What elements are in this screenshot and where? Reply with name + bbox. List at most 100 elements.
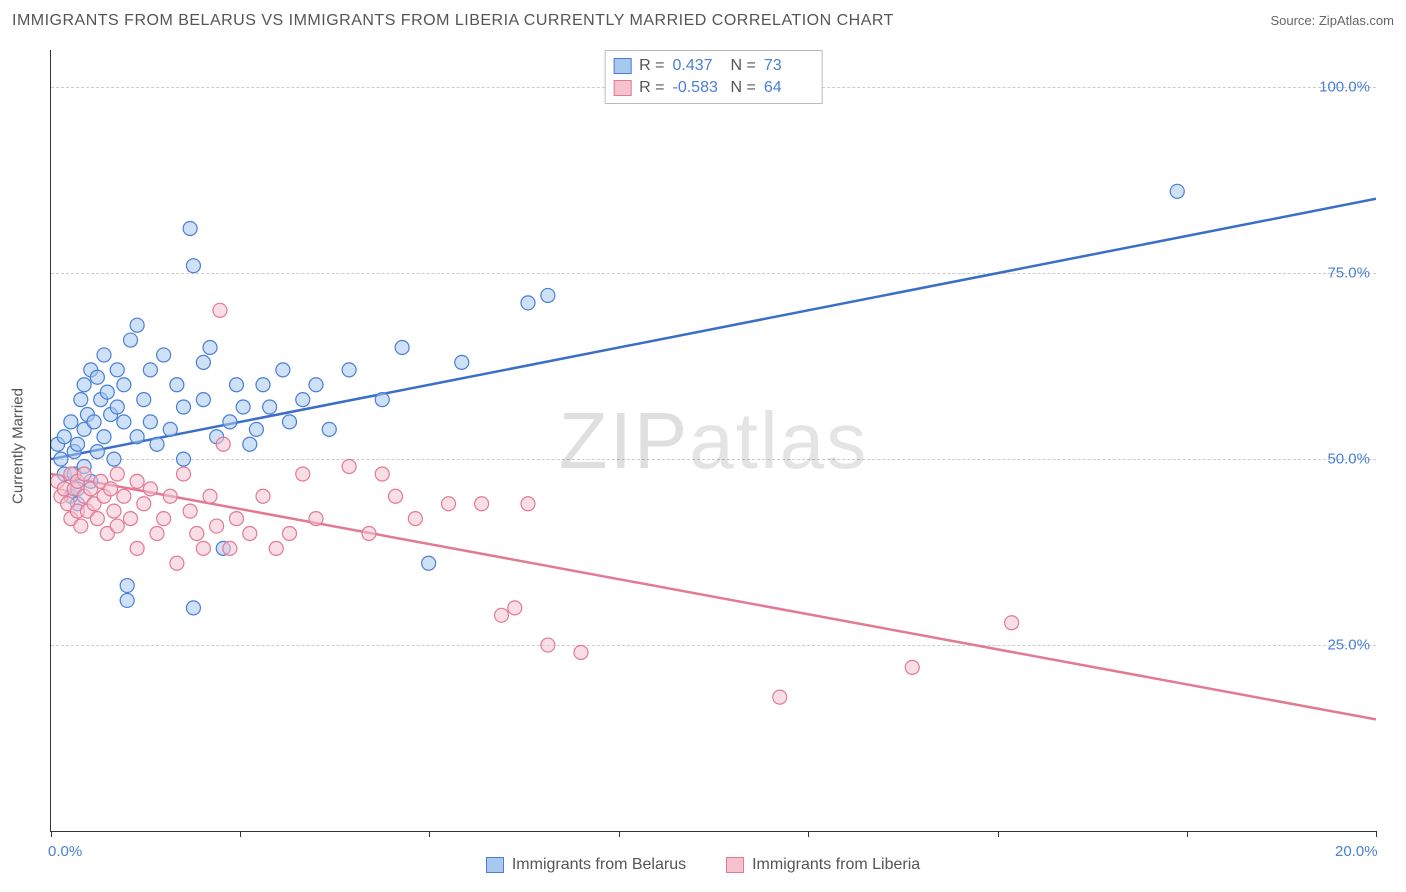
data-point — [120, 593, 134, 607]
stat-n-label: N = — [731, 55, 756, 77]
data-point — [389, 489, 403, 503]
data-point — [143, 363, 157, 377]
data-point — [130, 474, 144, 488]
data-point — [120, 579, 134, 593]
data-point — [216, 437, 230, 451]
data-point — [163, 422, 177, 436]
data-point — [196, 393, 210, 407]
stat-n-label: N = — [731, 77, 756, 99]
plot-area: ZIPatlas R =0.437N =73R =-0.583N =64 25.… — [50, 50, 1376, 832]
data-point — [309, 512, 323, 526]
data-point — [243, 437, 257, 451]
data-point — [110, 519, 124, 533]
data-point — [100, 385, 114, 399]
data-point — [117, 415, 131, 429]
data-point — [322, 422, 336, 436]
data-point — [124, 512, 138, 526]
data-point — [283, 526, 297, 540]
data-point — [143, 415, 157, 429]
x-tick-mark — [1376, 831, 1377, 837]
x-tick-mark — [429, 831, 430, 837]
x-tick-mark — [998, 831, 999, 837]
data-point — [442, 497, 456, 511]
source-prefix: Source: — [1270, 13, 1318, 28]
data-point — [342, 460, 356, 474]
data-point — [97, 430, 111, 444]
correlation-stat-box: R =0.437N =73R =-0.583N =64 — [604, 50, 823, 104]
data-point — [77, 378, 91, 392]
y-tick-label: 25.0% — [1327, 637, 1370, 654]
stat-n-value: 64 — [764, 77, 814, 99]
data-point — [186, 601, 200, 615]
data-point — [117, 489, 131, 503]
stat-r-label: R = — [639, 77, 664, 99]
y-tick-label: 50.0% — [1327, 451, 1370, 468]
legend: Immigrants from Belarus Immigrants from L… — [0, 856, 1406, 874]
data-point — [309, 378, 323, 392]
data-point — [541, 288, 555, 302]
data-point — [269, 541, 283, 555]
data-point — [183, 504, 197, 518]
data-point — [90, 370, 104, 384]
data-point — [296, 467, 310, 481]
data-point — [124, 333, 138, 347]
data-point — [163, 489, 177, 503]
x-axis-min-label: 0.0% — [48, 843, 82, 860]
chart-svg — [51, 50, 1376, 831]
data-point — [130, 541, 144, 555]
data-point — [276, 363, 290, 377]
data-point — [87, 415, 101, 429]
data-point — [190, 526, 204, 540]
data-point — [110, 363, 124, 377]
data-point — [143, 482, 157, 496]
data-point — [196, 355, 210, 369]
data-point — [342, 363, 356, 377]
data-point — [213, 303, 227, 317]
y-axis-label: Currently Married — [10, 388, 27, 504]
data-point — [57, 430, 71, 444]
data-point — [74, 393, 88, 407]
x-tick-mark — [1187, 831, 1188, 837]
data-point — [905, 660, 919, 674]
data-point — [77, 467, 91, 481]
data-point — [256, 378, 270, 392]
legend-label: Immigrants from Belarus — [512, 856, 686, 874]
y-tick-label: 75.0% — [1327, 265, 1370, 282]
data-point — [97, 348, 111, 362]
data-point — [773, 690, 787, 704]
data-point — [177, 400, 191, 414]
data-point — [243, 526, 257, 540]
header: IMMIGRANTS FROM BELARUS VS IMMIGRANTS FR… — [12, 12, 1394, 30]
data-point — [183, 222, 197, 236]
data-point — [362, 526, 376, 540]
data-point — [90, 512, 104, 526]
data-point — [283, 415, 297, 429]
x-axis-max-label: 20.0% — [1335, 843, 1378, 860]
legend-swatch — [613, 80, 631, 96]
data-point — [117, 378, 131, 392]
chart-title: IMMIGRANTS FROM BELARUS VS IMMIGRANTS FR… — [12, 12, 894, 30]
source-attribution: Source: ZipAtlas.com — [1270, 13, 1394, 28]
data-point — [1170, 184, 1184, 198]
data-point — [196, 541, 210, 555]
data-point — [177, 452, 191, 466]
data-point — [296, 393, 310, 407]
data-point — [230, 512, 244, 526]
x-tick-mark — [808, 831, 809, 837]
data-point — [256, 489, 270, 503]
source-link[interactable]: ZipAtlas.com — [1319, 13, 1394, 28]
x-tick-mark — [619, 831, 620, 837]
stat-n-value: 73 — [764, 55, 814, 77]
data-point — [541, 638, 555, 652]
data-point — [71, 437, 85, 451]
data-point — [203, 489, 217, 503]
data-point — [137, 497, 151, 511]
data-point — [203, 341, 217, 355]
stat-r-value: 0.437 — [673, 55, 723, 77]
legend-item: Immigrants from Liberia — [726, 856, 920, 874]
data-point — [170, 378, 184, 392]
data-point — [177, 467, 191, 481]
data-point — [475, 497, 489, 511]
data-point — [249, 422, 263, 436]
data-point — [130, 318, 144, 332]
